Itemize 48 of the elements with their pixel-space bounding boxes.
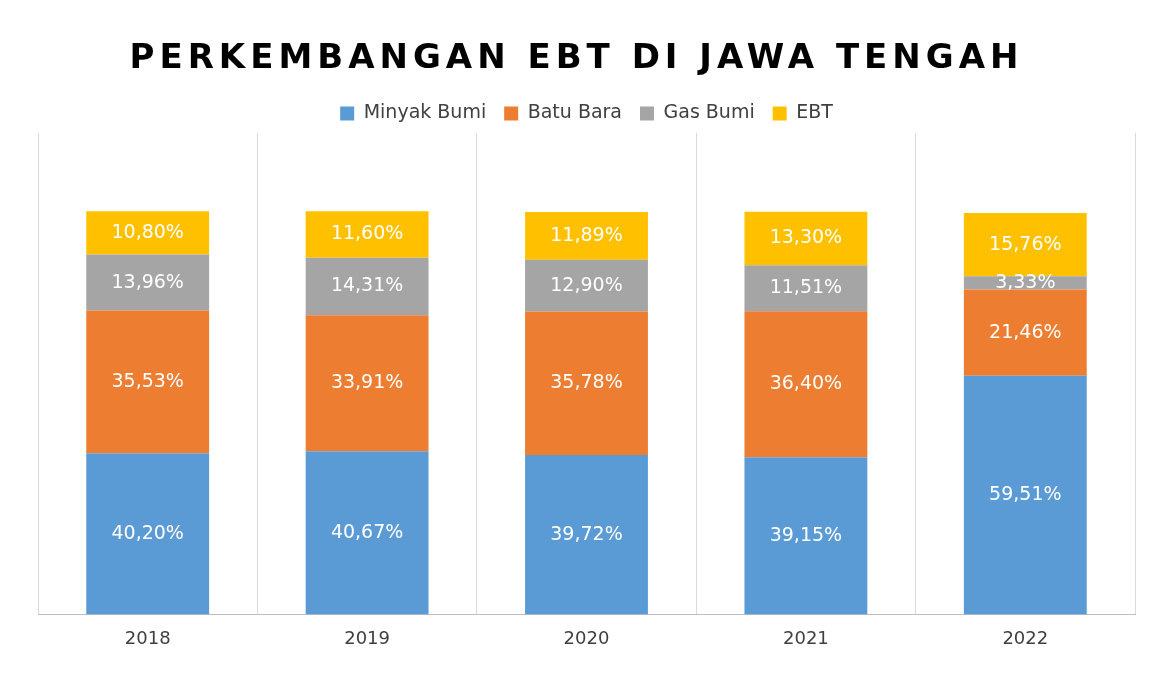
bar [525,311,648,456]
data-label: 35,78% [550,370,623,393]
data-label: 21,46% [989,319,1062,342]
data-label: 13,96% [111,269,184,292]
legend-label: Gas Bumi [663,100,755,123]
data-label: 10,80% [111,219,184,242]
data-label: 40,20% [111,520,184,543]
legend-label: Minyak Bumi [363,100,487,123]
x-tick-label: 2019 [344,626,391,648]
x-tick-label: 2018 [124,626,171,648]
bar [963,289,1087,376]
bar [305,257,429,316]
x-tick-label: 2020 [563,626,610,648]
data-label: 3,33% [995,269,1056,292]
data-label: 11,60% [330,221,404,244]
data-label: 33,91% [330,370,404,393]
data-label: 13,30% [769,225,843,248]
bar [86,453,210,615]
data-label: 12,90% [550,272,623,295]
bar [86,254,210,311]
data-label: 35,53% [111,368,184,391]
x-tick-label: 2021 [782,626,829,648]
bar [744,457,868,615]
chart-title: PERKEMBANGAN EBT DI JAWA TENGAH [128,35,1025,78]
legend-label: Batu Bara [527,100,623,123]
bar [305,315,429,452]
bar [86,310,210,454]
bar [86,211,210,255]
data-label: 39,15% [769,522,843,545]
bar [305,451,429,615]
data-label: 11,89% [550,222,623,245]
bar [744,211,868,266]
data-label: 36,40% [769,371,843,394]
bar [525,212,648,260]
x-tick-label: 2022 [1002,626,1049,648]
bar [305,211,429,258]
data-label: 59,51% [989,481,1062,504]
data-label: 14,31% [330,273,404,296]
bar [744,265,868,312]
legend-label: EBT [796,100,834,123]
bar [525,259,648,312]
data-label: 39,72% [550,521,623,544]
data-label: 40,67% [330,519,404,542]
data-label: 15,76% [989,231,1062,254]
bar [525,455,648,615]
bar [963,375,1087,615]
bar [744,311,868,458]
data-label: 11,51% [769,275,843,298]
